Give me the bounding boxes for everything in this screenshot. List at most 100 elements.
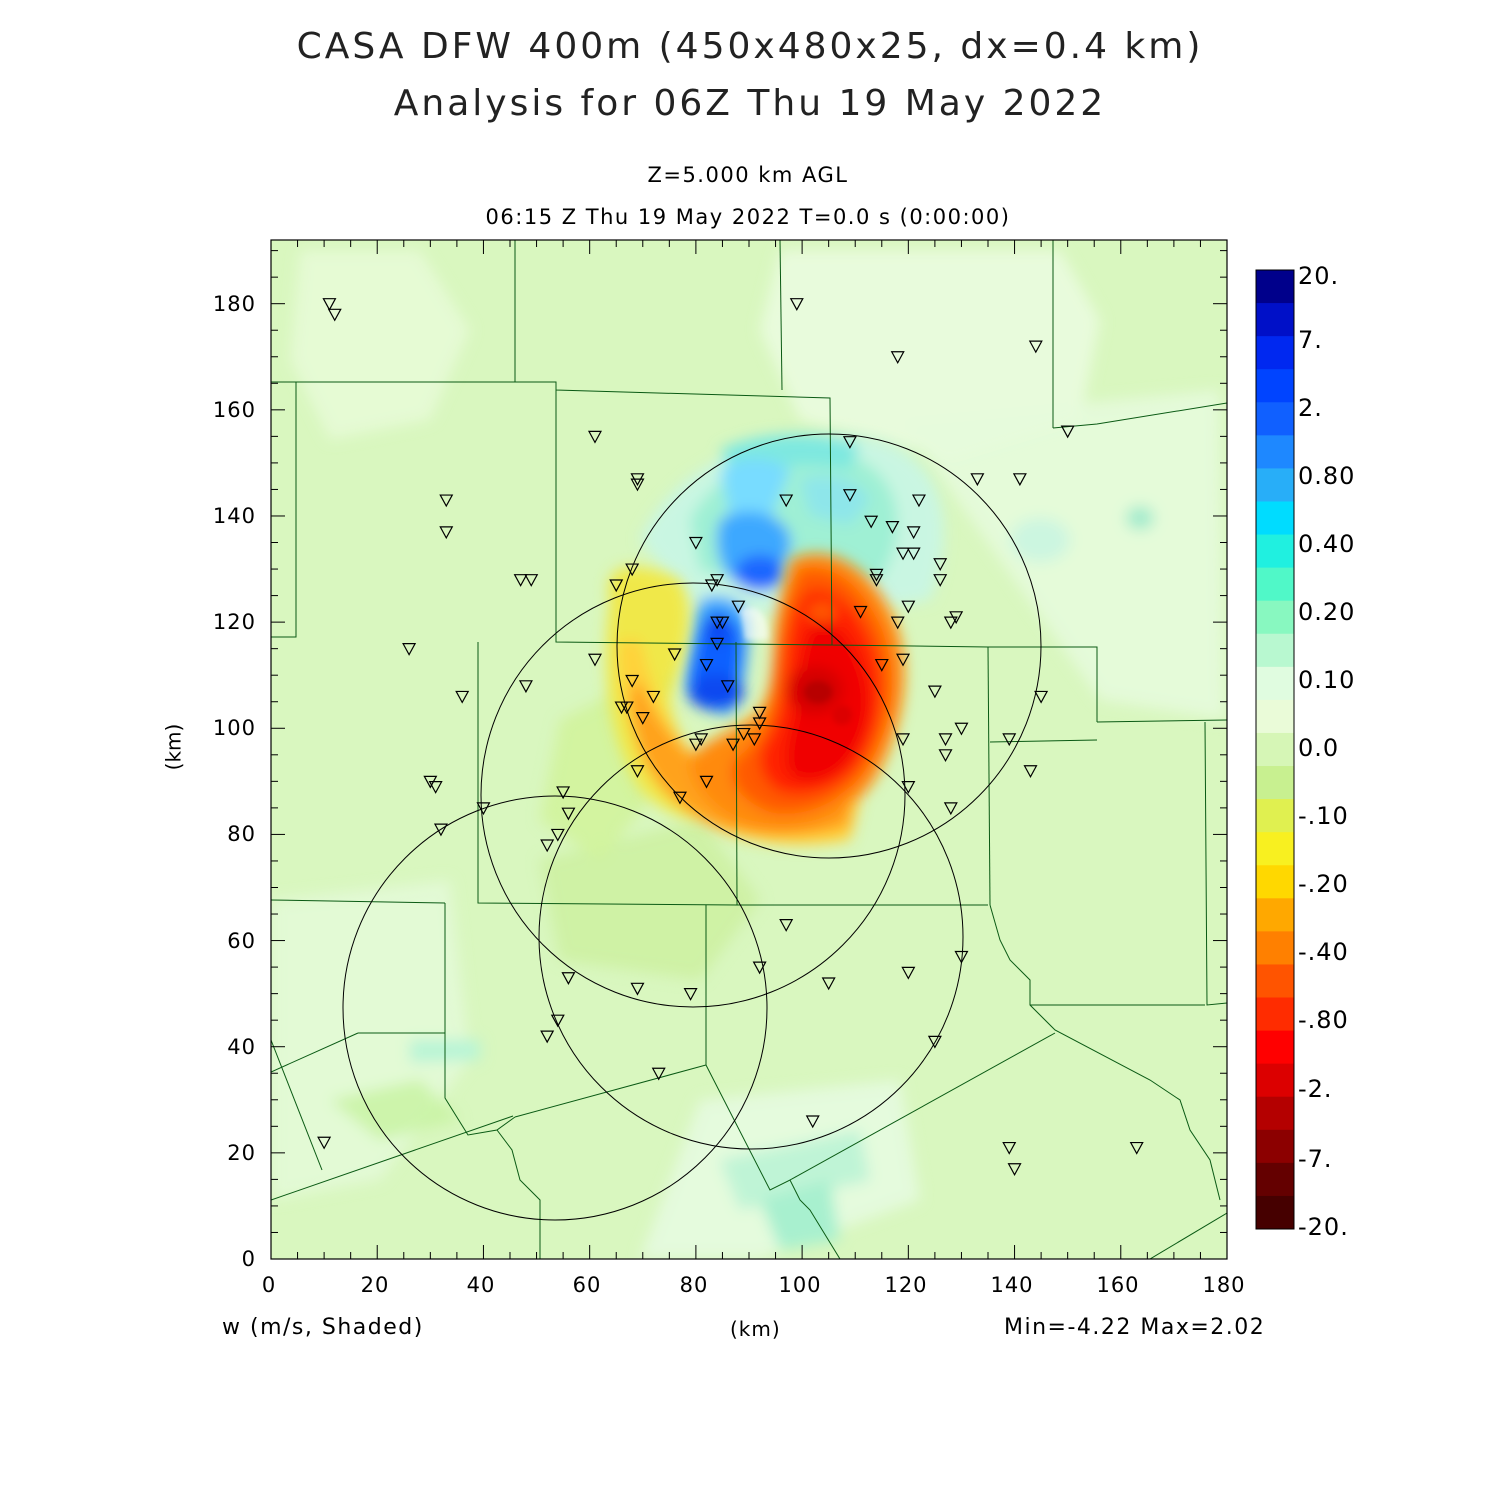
station-marker — [518, 680, 533, 694]
x-tick-label: 100 — [778, 1273, 822, 1297]
station-marker — [927, 685, 942, 699]
station-marker — [906, 547, 921, 561]
colorbar-swatch — [1256, 1195, 1294, 1230]
station-marker — [896, 733, 911, 747]
station-marker — [439, 526, 454, 540]
station-marker — [943, 802, 958, 816]
x-tick-label: 20 — [360, 1273, 390, 1297]
station-marker — [646, 690, 661, 704]
station-marker — [402, 643, 417, 656]
station-marker — [901, 966, 916, 980]
colorbar — [1255, 269, 1295, 1230]
radar-range-rings — [342, 433, 1042, 1221]
colorbar-swatch — [1256, 964, 1294, 999]
colorbar-label: 0.40 — [1298, 530, 1356, 558]
x-tick-label: 0 — [261, 1273, 277, 1297]
station-marker — [1023, 765, 1038, 778]
colorbar-swatch — [1256, 534, 1294, 569]
station-marker — [842, 436, 857, 449]
station-marker — [327, 308, 342, 322]
station-marker — [688, 738, 703, 752]
station-marker — [428, 781, 443, 794]
station-marker — [699, 775, 714, 789]
variable-label: w (m/s, Shaded) — [222, 1315, 424, 1340]
w-field-shading — [271, 240, 1227, 1259]
colorbar-label: 0.10 — [1298, 666, 1356, 694]
figure-title-line2: Analysis for 06Z Thu 19 May 2022 — [393, 83, 1107, 124]
station-marker — [630, 765, 645, 778]
station-marker — [789, 298, 804, 311]
station-marker — [1129, 1141, 1144, 1155]
station-marker — [885, 520, 900, 534]
station-marker — [842, 489, 857, 503]
colorbar-label: 0.0 — [1298, 734, 1340, 762]
colorbar-swatch — [1256, 931, 1294, 965]
colorbar-label: -20. — [1298, 1213, 1349, 1241]
station-marker — [476, 802, 491, 816]
y-tick-label: 20 — [227, 1141, 256, 1165]
x-tick-label: 180 — [1202, 1273, 1246, 1297]
x-tick-label: 160 — [1096, 1273, 1140, 1297]
station-marker — [911, 494, 926, 508]
station-marker — [864, 515, 879, 529]
colorbar-swatch — [1256, 369, 1294, 403]
radar-ring-1 — [616, 433, 1042, 859]
y-axis-label: (km) — [161, 723, 186, 771]
colorbar-swatch — [1256, 799, 1294, 833]
station-marker — [561, 972, 576, 985]
station-marker — [1007, 1163, 1022, 1177]
station-marker — [625, 674, 640, 688]
x-tick-label: 80 — [679, 1273, 709, 1297]
colorbar-label: -.40 — [1298, 938, 1349, 966]
colorbar-label: 0.80 — [1298, 462, 1356, 490]
station-marker — [609, 579, 624, 593]
station-markers — [317, 298, 1144, 1177]
station-marker — [933, 558, 948, 571]
colorbar-swatch — [1256, 898, 1294, 932]
station-marker — [630, 478, 645, 492]
x-tick-label: 120 — [884, 1273, 928, 1297]
station-marker — [1060, 425, 1075, 439]
station-marker — [821, 977, 836, 991]
y-tick-label: 160 — [212, 398, 256, 422]
station-marker — [853, 605, 868, 619]
colorbar-label: -2. — [1298, 1075, 1333, 1103]
colorbar-swatch — [1256, 666, 1294, 701]
station-marker — [805, 1115, 820, 1129]
station-marker — [747, 733, 762, 747]
colorbar-swatch — [1256, 468, 1294, 502]
colorbar-swatch — [1256, 435, 1294, 469]
station-marker — [720, 680, 735, 694]
colorbar-swatch — [1256, 865, 1294, 899]
station-marker — [896, 547, 911, 561]
station-marker — [317, 1136, 332, 1150]
y-tick-label: 0 — [241, 1247, 256, 1271]
colorbar-swatch — [1256, 1096, 1294, 1131]
station-marker — [651, 1067, 666, 1081]
colorbar-swatch — [1256, 567, 1294, 602]
station-marker — [954, 950, 969, 964]
station-marker — [752, 706, 767, 720]
colorbar-label: 2. — [1298, 394, 1323, 422]
y-tick-label: 140 — [212, 504, 256, 528]
station-marker — [322, 298, 337, 311]
colorbar-swatch — [1256, 1162, 1294, 1197]
station-marker — [540, 839, 555, 853]
station-marker — [513, 574, 528, 587]
colorbar-swatch — [1256, 699, 1294, 734]
colorbar-label: 7. — [1298, 326, 1323, 354]
colorbar-swatch — [1256, 270, 1294, 304]
station-marker — [433, 823, 448, 837]
radar-ring-2 — [480, 582, 906, 1008]
station-marker — [587, 430, 602, 444]
y-tick-label: 180 — [212, 292, 256, 316]
station-marker — [710, 637, 725, 651]
station-marker — [901, 600, 916, 614]
y-tick-label: 120 — [212, 610, 256, 634]
station-marker — [524, 574, 539, 587]
figure-title-line1: CASA DFW 400m (450x480x25, dx=0.4 km) — [296, 26, 1204, 67]
station-marker — [587, 653, 602, 667]
station-marker — [1002, 1141, 1017, 1155]
valid-time-label: 06:15 Z Thu 19 May 2022 T=0.0 s (0:00:00… — [485, 205, 1011, 229]
